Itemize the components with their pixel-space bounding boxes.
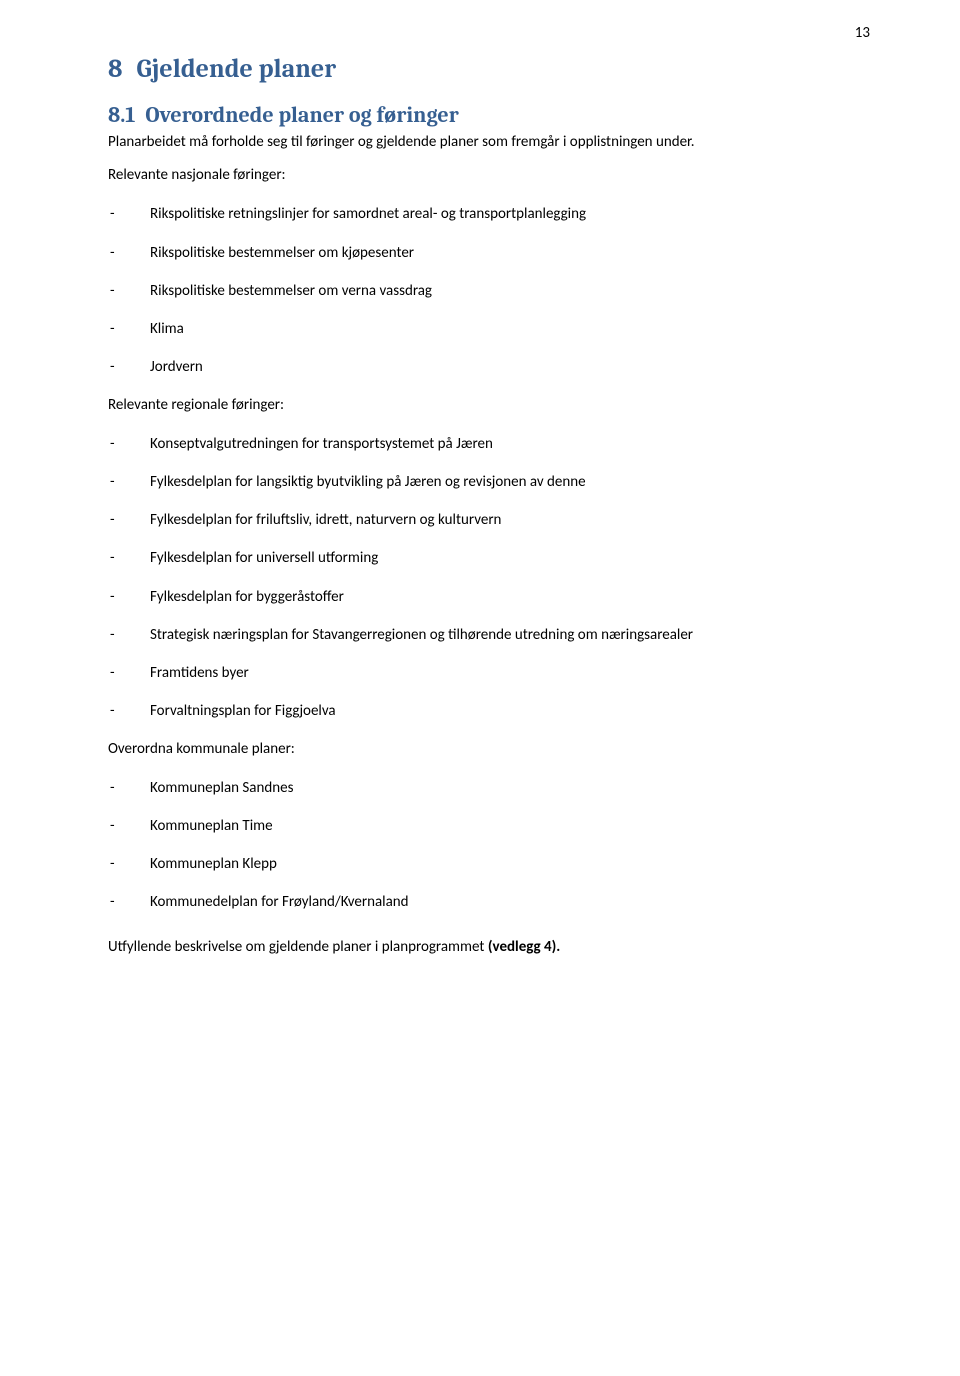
dash-icon: - — [108, 548, 150, 568]
list-item: -Klima — [108, 319, 852, 339]
list-item-text: Fylkesdelplan for langsiktig byutvikling… — [150, 472, 852, 492]
municipal-label: Overordna kommunale planer: — [108, 740, 852, 758]
list-item-text: Strategisk næringsplan for Stavangerregi… — [150, 625, 852, 645]
list-item: -Fylkesdelplan for byggeråstoffer — [108, 587, 852, 607]
dash-icon: - — [108, 778, 150, 798]
list-item-text: Rikspolitiske bestemmelser om kjøpesente… — [150, 243, 852, 263]
footer-paragraph: Utfyllende beskrivelse om gjeldende plan… — [108, 937, 852, 957]
list-item: -Strategisk næringsplan for Stavangerreg… — [108, 625, 852, 645]
dash-icon: - — [108, 510, 150, 530]
list-item-text: Kommuneplan Sandnes — [150, 778, 852, 798]
list-item: -Fylkesdelplan for universell utforming — [108, 548, 852, 568]
list-item: -Forvaltningsplan for Figgjoelva — [108, 701, 852, 721]
national-list: -Rikspolitiske retningslinjer for samord… — [108, 204, 852, 377]
list-item-text: Kommuneplan Klepp — [150, 854, 852, 874]
list-item: -Rikspolitiske bestemmelser om verna vas… — [108, 281, 852, 301]
municipal-list: -Kommuneplan Sandnes-Kommuneplan Time-Ko… — [108, 778, 852, 913]
list-item-text: Fylkesdelplan for byggeråstoffer — [150, 587, 852, 607]
subheading-number: 8.1 — [108, 102, 135, 128]
list-item-text: Fylkesdelplan for friluftsliv, idrett, n… — [150, 510, 852, 530]
list-item: -Rikspolitiske bestemmelser om kjøpesent… — [108, 243, 852, 263]
regional-label: Relevante regionale føringer: — [108, 396, 852, 414]
list-item-text: Forvaltningsplan for Figgjoelva — [150, 701, 852, 721]
dash-icon: - — [108, 625, 150, 645]
dash-icon: - — [108, 472, 150, 492]
list-item: -Fylkesdelplan for friluftsliv, idrett, … — [108, 510, 852, 530]
list-item-text: Rikspolitiske bestemmelser om verna vass… — [150, 281, 852, 301]
dash-icon: - — [108, 892, 150, 912]
dash-icon: - — [108, 701, 150, 721]
intro-paragraph: Planarbeidet må forholde seg til føringe… — [108, 132, 852, 152]
regional-list: -Konseptvalgutredningen for transportsys… — [108, 434, 852, 722]
heading-number: 8 — [108, 54, 122, 84]
list-item: -Kommuneplan Klepp — [108, 854, 852, 874]
dash-icon: - — [108, 357, 150, 377]
dash-icon: - — [108, 434, 150, 454]
dash-icon: - — [108, 204, 150, 224]
list-item: -Framtidens byer — [108, 663, 852, 683]
list-item-text: Konseptvalgutredningen for transportsyst… — [150, 434, 852, 454]
dash-icon: - — [108, 243, 150, 263]
national-label: Relevante nasjonale føringer: — [108, 166, 852, 184]
list-item-text: Jordvern — [150, 357, 852, 377]
list-item: -Kommunedelplan for Frøyland/Kvernaland — [108, 892, 852, 912]
list-item: -Fylkesdelplan for langsiktig byutviklin… — [108, 472, 852, 492]
page: 13 8 Gjeldende planer 8.1 Overordnede pl… — [0, 0, 960, 1376]
heading-main-row: 8 Gjeldende planer — [108, 36, 852, 96]
dash-icon: - — [108, 663, 150, 683]
list-item-text: Framtidens byer — [150, 663, 852, 683]
list-item: -Kommuneplan Time — [108, 816, 852, 836]
heading-title: Gjeldende planer — [136, 54, 336, 84]
dash-icon: - — [108, 587, 150, 607]
list-item: -Rikspolitiske retningslinjer for samord… — [108, 204, 852, 224]
footer-strong: (vedlegg 4). — [488, 938, 561, 956]
footer-text: Utfyllende beskrivelse om gjeldende plan… — [108, 938, 488, 956]
list-item-text: Klima — [150, 319, 852, 339]
dash-icon: - — [108, 319, 150, 339]
dash-icon: - — [108, 281, 150, 301]
list-item-text: Kommunedelplan for Frøyland/Kvernaland — [150, 892, 852, 912]
dash-icon: - — [108, 816, 150, 836]
subheading-title: Overordnede planer og føringer — [145, 102, 458, 128]
list-item: -Konseptvalgutredningen for transportsys… — [108, 434, 852, 454]
list-item-text: Fylkesdelplan for universell utforming — [150, 548, 852, 568]
dash-icon: - — [108, 854, 150, 874]
list-item: -Jordvern — [108, 357, 852, 377]
list-item-text: Kommuneplan Time — [150, 816, 852, 836]
subheading-row: 8.1 Overordnede planer og føringer — [108, 96, 852, 132]
page-number: 13 — [855, 24, 870, 42]
list-item: -Kommuneplan Sandnes — [108, 778, 852, 798]
list-item-text: Rikspolitiske retningslinjer for samordn… — [150, 204, 852, 224]
